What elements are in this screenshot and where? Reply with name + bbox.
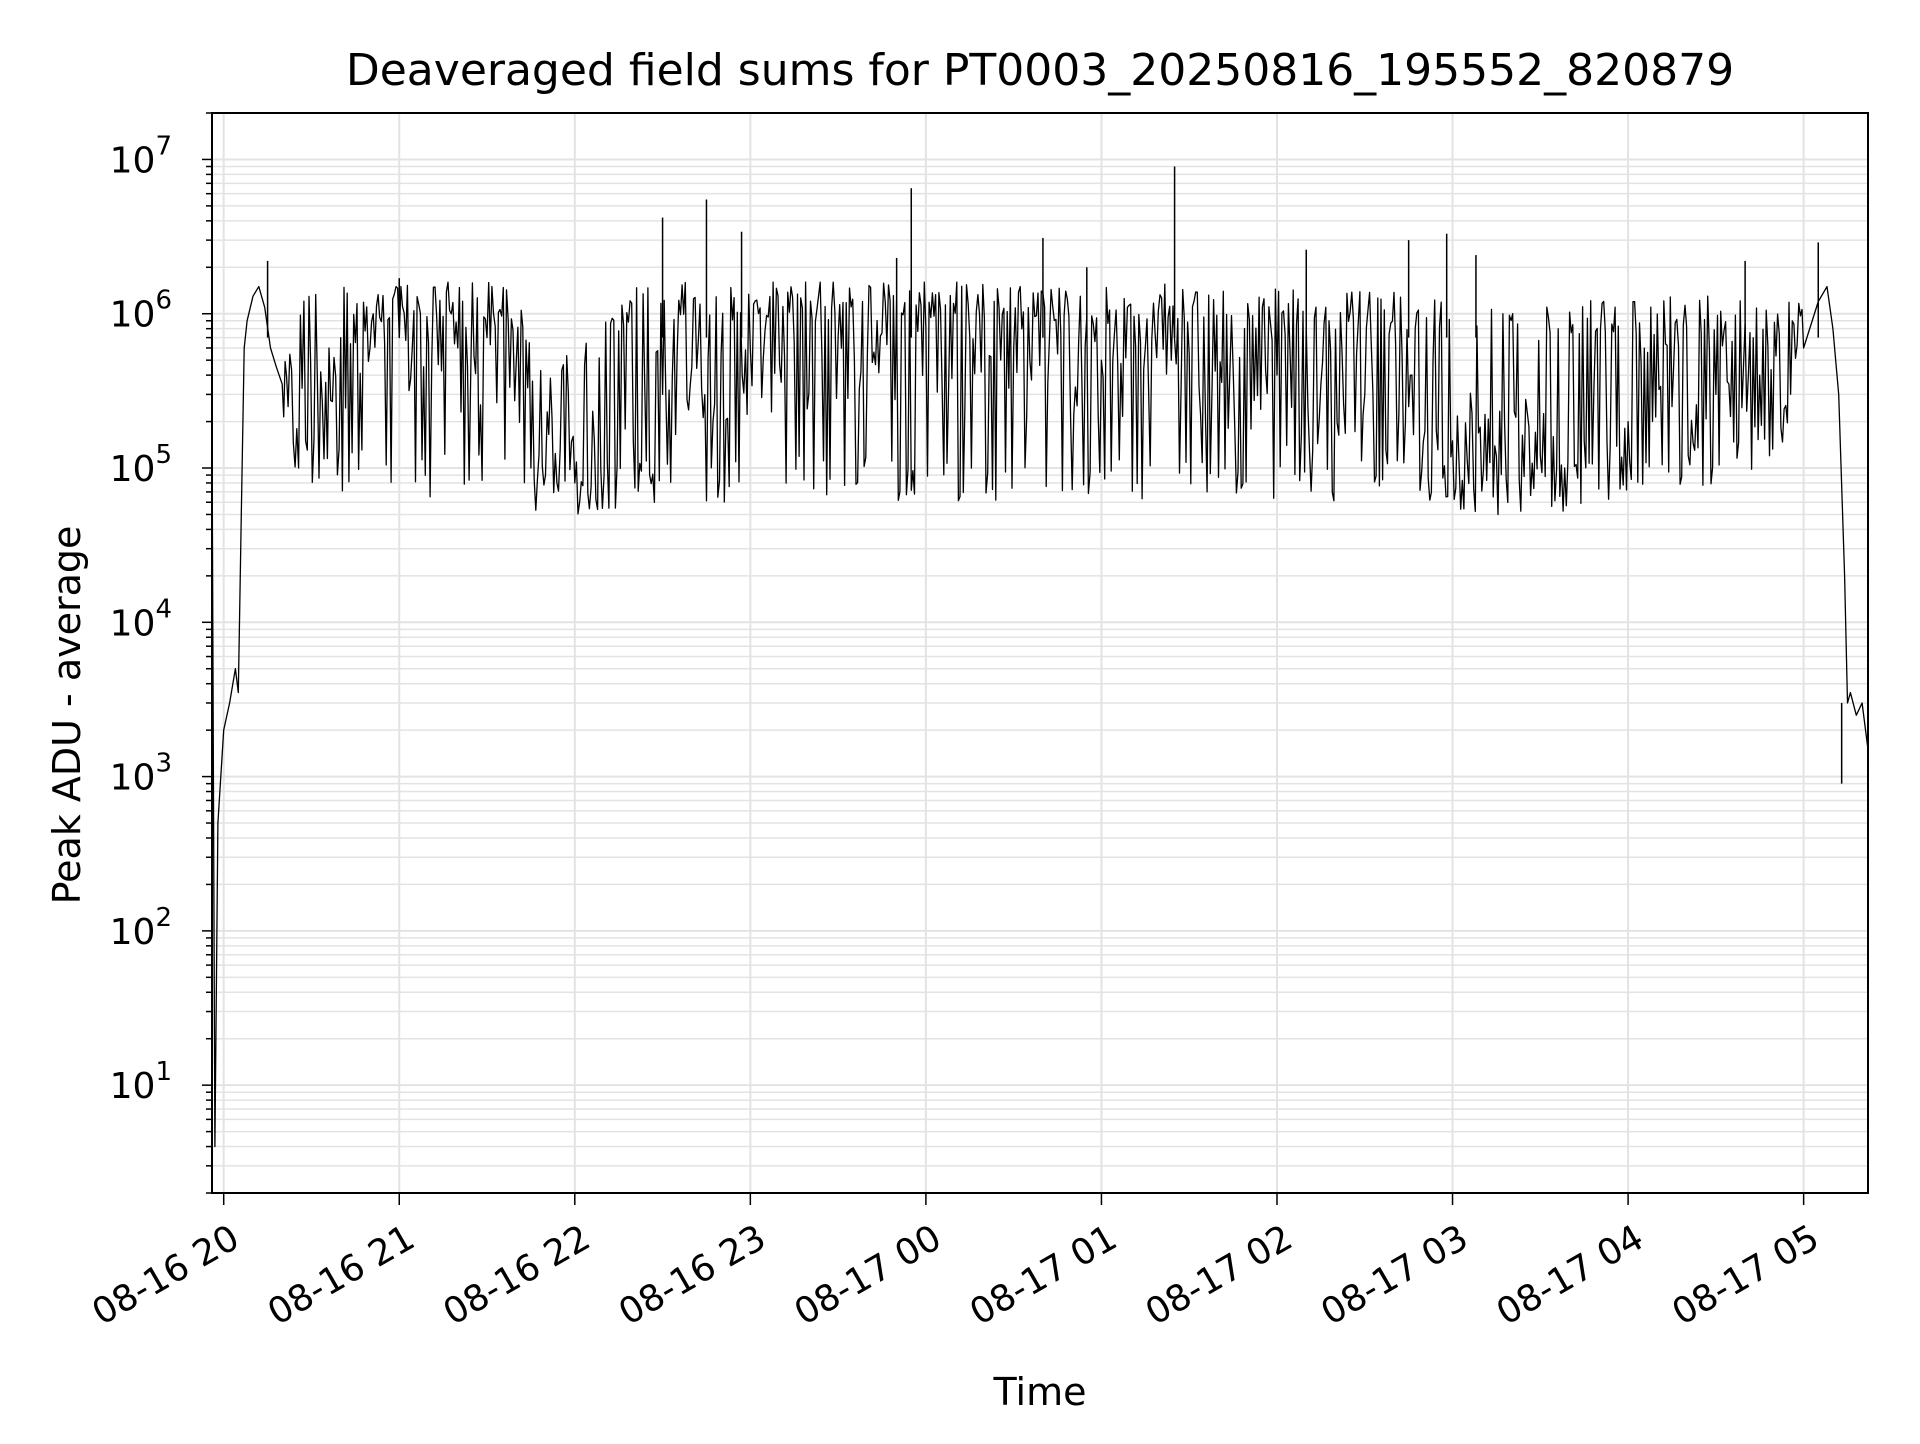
- y-tick-exponent: 7: [155, 131, 172, 161]
- y-tick-label: 102: [110, 903, 172, 953]
- y-tick-exponent: 1: [155, 1057, 172, 1087]
- plot-area-frame: [211, 112, 1869, 1194]
- y-tick-base: 10: [110, 1066, 156, 1107]
- y-tick-base: 10: [110, 295, 156, 336]
- series-line: [211, 281, 1869, 1148]
- x-tick-label: 08-16 23: [612, 1217, 773, 1333]
- x-tick-label: 08-16 22: [437, 1217, 598, 1333]
- x-axis-label: Time: [993, 1370, 1087, 1414]
- y-tick-exponent: 3: [155, 749, 172, 779]
- y-tick-label: 107: [110, 131, 172, 181]
- y-tick-label: 104: [110, 594, 172, 644]
- x-tick-label: 08-17 04: [1490, 1217, 1651, 1333]
- y-tick-label: 106: [110, 286, 172, 336]
- y-tick-base: 10: [110, 603, 156, 644]
- y-tick-exponent: 6: [155, 286, 172, 316]
- chart-title: Deaveraged field sums for PT0003_2025081…: [346, 45, 1734, 96]
- series-layer: [211, 166, 1869, 1148]
- x-tick-label: 08-17 01: [963, 1217, 1124, 1333]
- x-tick-label: 08-16 20: [86, 1217, 247, 1333]
- x-tick-label: 08-17 00: [788, 1217, 949, 1333]
- x-tick-label: 08-17 03: [1314, 1217, 1475, 1333]
- y-tick-base: 10: [110, 449, 156, 490]
- x-tick-label: 08-17 02: [1139, 1217, 1300, 1333]
- y-tick-label: 101: [110, 1057, 172, 1107]
- y-tick-base: 10: [110, 758, 156, 799]
- x-tick-label: 08-17 05: [1665, 1217, 1826, 1333]
- grid-lines: [212, 112, 1868, 1194]
- y-tick-label: 103: [110, 749, 172, 799]
- y-tick-base: 10: [110, 140, 156, 181]
- y-tick-exponent: 5: [155, 440, 172, 470]
- x-tick-label: 08-16 21: [261, 1217, 422, 1333]
- y-axis-label: Peak ADU - average: [45, 526, 89, 905]
- y-tick-exponent: 2: [155, 903, 172, 933]
- y-tick-base: 10: [110, 912, 156, 953]
- y-tick-label: 105: [110, 440, 172, 490]
- y-tick-exponent: 4: [155, 594, 172, 624]
